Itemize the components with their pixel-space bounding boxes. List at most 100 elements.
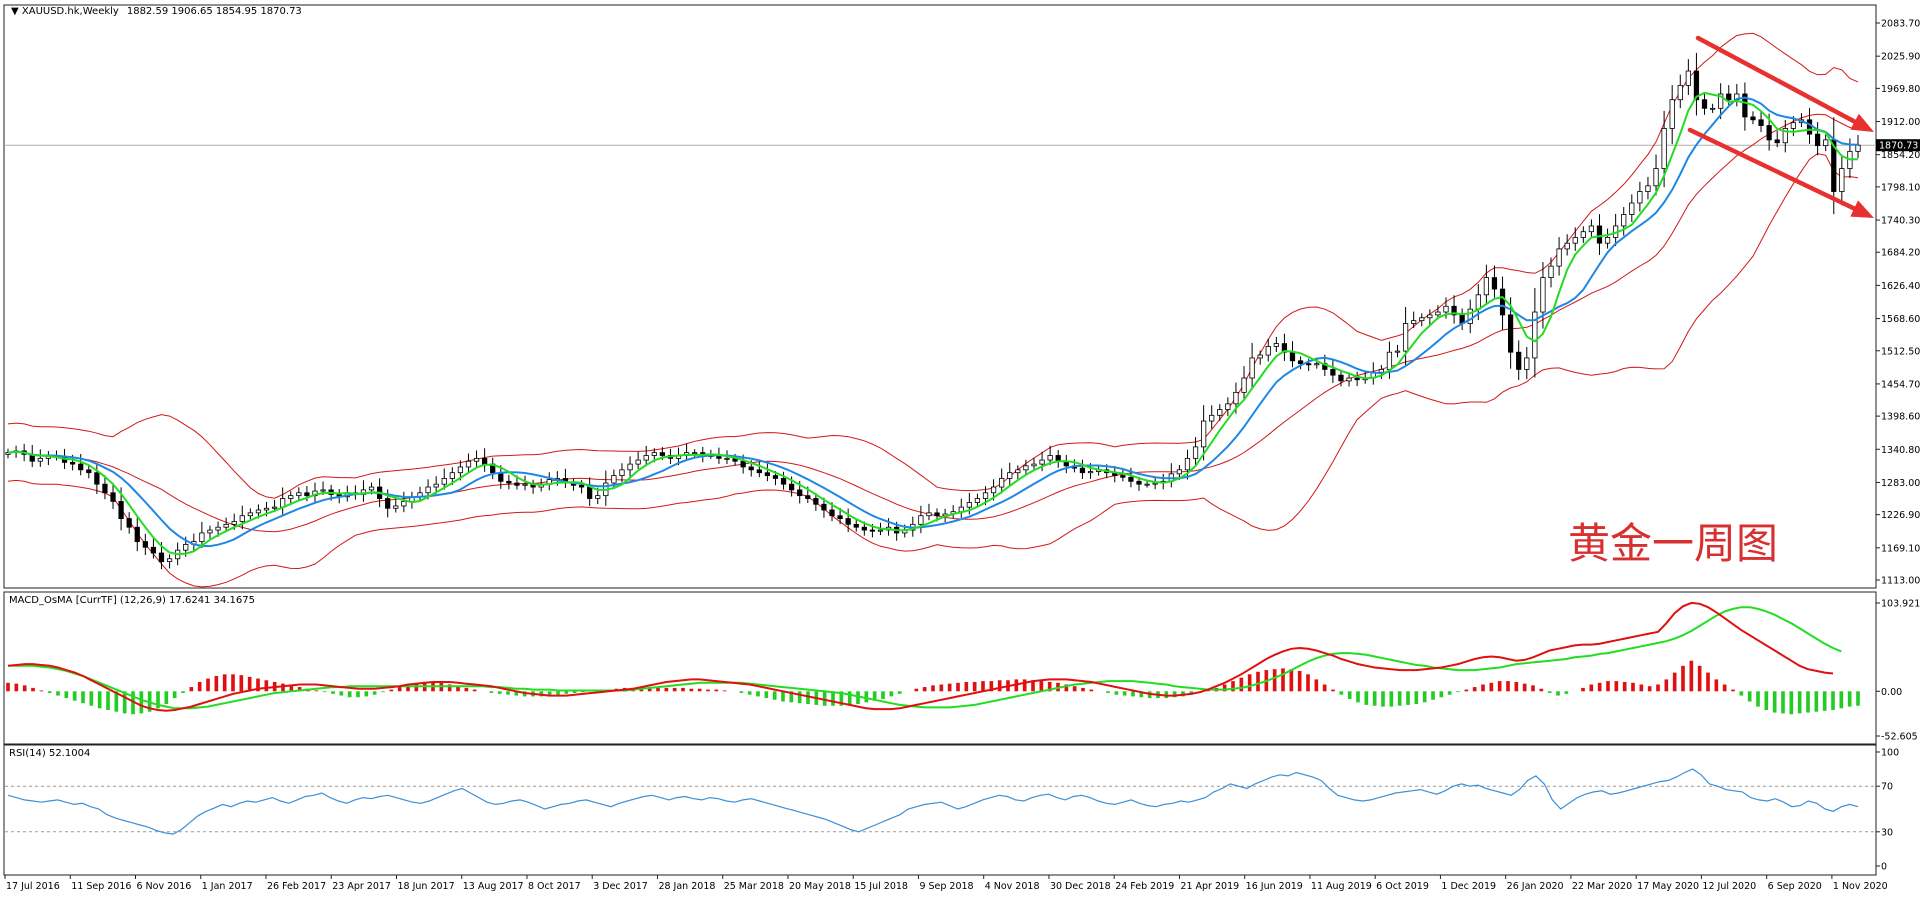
candle-body xyxy=(1653,168,1659,187)
candle-body xyxy=(1588,225,1595,233)
candle-body xyxy=(1564,242,1570,250)
osma-bar-positive xyxy=(1606,681,1610,692)
candle-body xyxy=(1128,476,1134,482)
svg-text:1870.73: 1870.73 xyxy=(1879,141,1918,152)
osma-bar-positive xyxy=(1589,684,1594,692)
candle-body xyxy=(990,486,997,494)
macd-title: MACD_OsMA [CurrTF] (12,26,9) 17.6241 34.… xyxy=(9,595,255,606)
moving-averages xyxy=(7,91,1859,556)
osma-bar-positive xyxy=(1489,682,1494,692)
candle-body xyxy=(1265,346,1271,356)
candle-body xyxy=(433,483,439,488)
osma-bar-negative xyxy=(747,691,752,695)
candle-body xyxy=(1718,93,1724,109)
time-tick-label: 26 Jan 2020 xyxy=(1507,881,1564,892)
osma-bar-negative xyxy=(547,691,552,696)
candle-body xyxy=(1548,265,1554,279)
osma-bar-positive xyxy=(972,681,977,692)
candle-body xyxy=(1758,119,1764,126)
candle-body xyxy=(1645,185,1651,192)
candle-body xyxy=(1726,93,1732,101)
ma-slow-line xyxy=(7,96,1859,548)
candle-body xyxy=(1176,469,1183,475)
osma-bar-positive xyxy=(1331,689,1335,692)
candle-body xyxy=(1774,139,1780,144)
osma-bar-negative xyxy=(864,691,869,703)
osma-bar-positive xyxy=(31,687,35,692)
candle-body xyxy=(441,478,447,485)
osma-bar-negative xyxy=(106,691,110,710)
candle-body xyxy=(1701,99,1708,109)
candle-body xyxy=(999,478,1005,488)
candle-body xyxy=(1241,377,1247,393)
osma-bar-positive xyxy=(1247,674,1252,692)
candle-body xyxy=(1338,374,1344,382)
candle-body xyxy=(627,463,633,471)
osma-bar-positive xyxy=(922,687,927,692)
candle-body xyxy=(877,529,884,532)
candle-body xyxy=(1742,93,1748,118)
osma-bar-negative xyxy=(1814,691,1819,712)
osma-bar-negative xyxy=(764,691,769,699)
candle-body xyxy=(926,512,932,517)
candle-body xyxy=(1079,467,1086,474)
osma-bar-negative xyxy=(1806,691,1810,713)
osma-bar-positive xyxy=(1206,690,1210,692)
candle-body xyxy=(5,452,11,455)
osma-bar-positive xyxy=(1089,689,1094,692)
osma-bar-negative xyxy=(772,691,777,700)
osma-bar-positive xyxy=(1531,685,1535,692)
osma-bar-negative xyxy=(1372,691,1377,706)
osma-bar-negative xyxy=(564,691,569,694)
osma-bar-negative xyxy=(1447,691,1452,695)
price-tick-label: 1340.80 xyxy=(1881,445,1920,456)
osma-bar-negative xyxy=(1556,691,1560,696)
rsi-pane[interactable]: RSI(14) 52.1004 xyxy=(3,744,1877,876)
time-tick-label: 28 Jan 2018 xyxy=(658,881,715,892)
trend-arrows[interactable] xyxy=(1687,35,1874,218)
osma-bar-positive xyxy=(1022,679,1027,692)
osma-bar-negative xyxy=(47,691,52,694)
candle-body xyxy=(1273,343,1279,347)
candle-body xyxy=(1451,305,1457,316)
osma-bar-positive xyxy=(14,683,19,692)
price-tick-label: 1626.40 xyxy=(1881,281,1920,292)
macd-pane[interactable]: MACD_OsMA [CurrTF] (12,26,9) 17.6241 34.… xyxy=(3,591,1877,745)
osma-bar-positive xyxy=(297,687,302,692)
osma-bar-positive xyxy=(1706,672,1710,692)
osma-bar-negative xyxy=(1389,691,1394,707)
osma-bar-negative xyxy=(1139,691,1144,698)
candle-body xyxy=(1087,471,1094,474)
osma-bar-negative xyxy=(789,691,794,703)
candle-body xyxy=(756,469,762,474)
candle-body xyxy=(1855,144,1861,152)
price-tick-label: 1798.10 xyxy=(1881,182,1920,193)
candle-body xyxy=(1354,377,1360,381)
main-pane[interactable]: ▼ XAUUSD.hk,Weekly 1882.59 1906.65 1854.9… xyxy=(3,4,1877,589)
osma-bar-positive xyxy=(1289,669,1294,692)
candle-body xyxy=(78,463,84,471)
candle-body xyxy=(1621,214,1627,227)
time-tick-label: 8 Oct 2017 xyxy=(528,881,581,892)
time-tick-label: 22 Mar 2020 xyxy=(1572,881,1632,892)
osma-bar-negative xyxy=(356,691,360,698)
osma-bar-positive xyxy=(247,676,252,692)
candle-body xyxy=(578,484,585,488)
candle-body xyxy=(821,503,827,511)
upper-trend-arrow xyxy=(1695,35,1874,132)
candle-body xyxy=(1499,288,1506,316)
time-tick-label: 20 May 2018 xyxy=(789,881,851,892)
candle-body xyxy=(102,483,108,494)
candle-body xyxy=(1217,409,1223,416)
osma-bar-negative xyxy=(1397,691,1402,706)
candle-body xyxy=(166,558,173,563)
osma-bar-positive xyxy=(1647,686,1652,692)
osma-bar-negative xyxy=(1847,691,1852,707)
osma-bar-positive xyxy=(1039,681,1044,692)
price-axis: 2083.70 2025.90 1969.80 1912.00 1854.20 1798.… xyxy=(1876,19,1920,587)
osma-bar-negative xyxy=(1789,691,1794,715)
candle-body xyxy=(1556,248,1562,267)
osma-bar-negative xyxy=(1756,691,1760,707)
candle-body xyxy=(368,486,375,491)
